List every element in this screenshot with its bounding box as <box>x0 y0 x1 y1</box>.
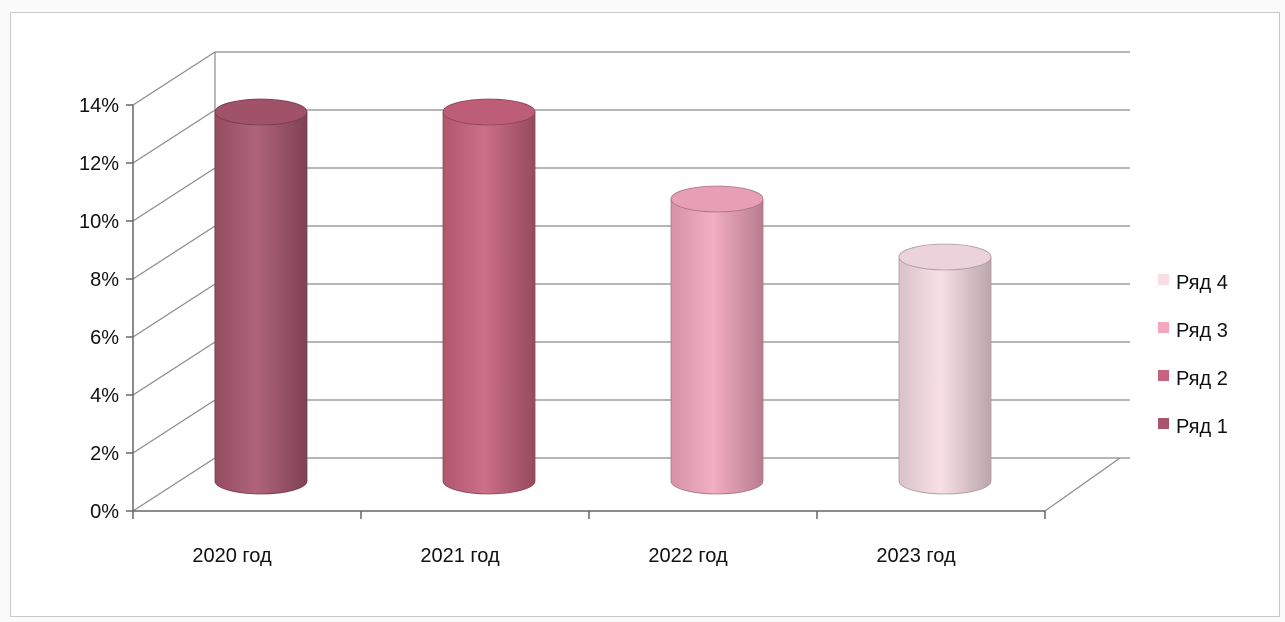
bar-cylinder-top <box>214 98 308 126</box>
bar-cylinder-top <box>898 243 992 271</box>
legend-label: Ряд 3 <box>1176 320 1228 342</box>
legend-swatch <box>1158 418 1169 429</box>
side-wall-line <box>132 283 216 338</box>
side-wall-line <box>132 341 216 396</box>
x-tick-label: 2023 год <box>876 545 956 567</box>
side-wall-line <box>132 457 216 512</box>
side-wall-line <box>132 225 216 280</box>
y-tick-label: 0% <box>90 501 119 523</box>
bar-cylinder-top <box>442 98 536 126</box>
y-tick-label: 10% <box>79 211 119 233</box>
y-tick-label: 2% <box>90 443 119 465</box>
legend: Ряд 4 Ряд 3 Ряд 2 Ряд 1 <box>1158 272 1228 438</box>
bar-cylinder-body <box>670 198 764 495</box>
bars <box>214 98 992 495</box>
legend-label: Ряд 2 <box>1176 368 1228 390</box>
y-tick-label: 14% <box>79 95 119 117</box>
legend-label: Ряд 1 <box>1176 416 1228 438</box>
legend-swatch <box>1158 322 1169 333</box>
bar-cylinder-body <box>442 111 536 495</box>
legend-label: Ряд 4 <box>1176 272 1228 294</box>
bar-cylinder-body <box>214 111 308 495</box>
side-wall-line <box>132 51 216 106</box>
x-tick-label: 2022 год <box>648 545 728 567</box>
side-wall-line <box>132 109 216 164</box>
y-tick-label: 4% <box>90 385 119 407</box>
side-wall-line <box>132 399 216 454</box>
legend-swatch <box>1158 370 1169 381</box>
side-wall-line <box>132 167 216 222</box>
y-tick-label: 12% <box>79 153 119 175</box>
bar-cylinder-body <box>898 256 992 495</box>
x-tick-label: 2021 год <box>420 545 500 567</box>
y-tick-label: 8% <box>90 269 119 291</box>
y-tick-label: 6% <box>90 327 119 349</box>
legend-swatch <box>1158 274 1169 285</box>
axes: 0% 2% 4% 6% 8% 10% 12% 14% 2020 год 2021 год 2022 … <box>79 95 1046 567</box>
floor-edge <box>1044 457 1121 512</box>
bar-cylinder-top <box>670 185 764 213</box>
x-tick-label: 2020 год <box>192 545 272 567</box>
